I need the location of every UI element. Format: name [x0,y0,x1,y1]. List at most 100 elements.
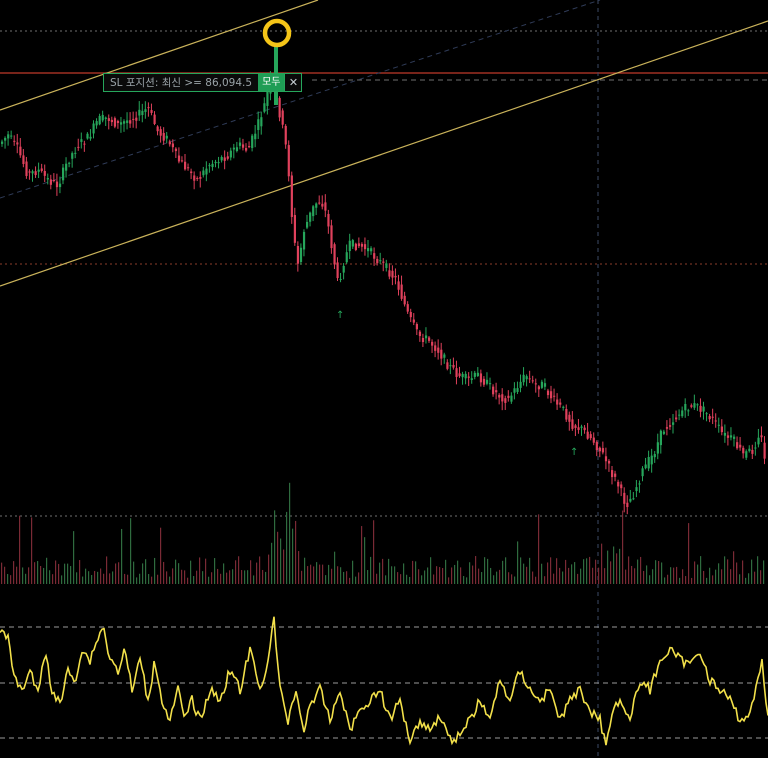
candle-body [217,162,220,164]
candle-body [184,161,187,170]
volume-bar [46,557,48,584]
volume-bar [331,568,333,584]
volume-bar [334,551,336,584]
volume-bar [217,568,219,584]
volume-bar [298,551,300,584]
volume-bar [364,537,366,584]
candle-body [327,213,330,227]
candle-body [74,152,77,154]
candle-body [638,483,641,485]
highlight-ring-icon[interactable] [262,18,292,48]
volume-bar [736,562,738,584]
volume-bar [61,575,63,584]
candle-body [550,391,553,399]
volume-bar [118,562,120,584]
candle-body [196,178,199,180]
volume-bar [655,560,657,584]
candle-body [690,405,693,407]
volume-bar [292,528,294,584]
volume-bar [319,564,321,584]
close-all-button[interactable]: 모두 [258,74,285,91]
candle-body [559,402,562,405]
volume-bar [49,570,51,584]
volume-bar [163,561,165,584]
volume-bar [130,518,132,584]
volume-bar [268,554,270,584]
candle-body [537,386,540,390]
candle-body [553,395,556,397]
volume-bar [64,563,66,584]
volume-bar [643,570,645,584]
candle-body [650,455,653,465]
candle-body [440,349,443,359]
candle-body [95,121,98,126]
candle-body [281,110,284,125]
volume-bar [55,560,57,584]
candle-body [659,430,662,446]
volume-bar [577,573,579,584]
candle-body [568,414,571,422]
volume-bar [250,560,252,584]
volume-bar [31,517,33,584]
volume-bar [568,567,570,584]
volume-bar [724,556,726,584]
volume-bar [763,560,765,584]
trend-channel-lower[interactable] [0,20,768,287]
volume-bar [733,551,735,584]
volume-bar [352,560,354,584]
trend-channel-upper[interactable] [0,0,319,111]
candle-body [403,295,406,305]
volume-bar [439,567,441,584]
volume-bar [715,569,717,584]
candle-body [754,447,757,449]
volume-bar [22,567,24,584]
volume-bar [226,572,228,584]
volume-bar [649,575,651,584]
candle-body [19,146,22,156]
candle-body [519,381,522,388]
candle-body [739,444,742,448]
volume-bar [574,562,576,584]
candle-body [742,447,745,454]
volume-bar [337,566,339,584]
candle-body [336,262,339,279]
volume-bar [526,566,528,584]
candle-body [351,240,354,247]
candle-body [89,136,92,139]
volume-bar [727,559,729,584]
volume-bar [388,558,390,584]
volume-bar [28,567,30,584]
volume-bar [634,568,636,584]
volume-bar [397,572,399,584]
candle-body [55,181,59,188]
volume-bar [286,511,288,584]
volume-bar [346,571,348,584]
volume-bar [421,575,423,584]
candle-body [110,119,113,123]
volume-bar [1,562,3,584]
volume-bar [301,570,303,584]
stop-loss-order-label[interactable]: SL 포지션: 최신 >= 86,094.5 모두 ✕ [103,73,303,92]
candle-body [141,110,144,116]
volume-bars [1,482,765,584]
candle-body [534,383,537,385]
volume-bar [457,560,459,584]
volume-bar [475,556,477,584]
volume-bar [127,574,129,584]
volume-bar [205,558,207,584]
candle-body [711,416,714,418]
volume-bar [565,559,567,584]
candle-body [193,175,196,181]
volume-bar [358,572,360,584]
volume-bar [583,559,585,584]
close-icon[interactable]: ✕ [284,74,301,91]
candle-body [92,123,95,134]
volume-bar [109,573,111,584]
volume-bar [412,560,414,584]
candle-body [428,337,431,341]
candle-body [479,373,483,383]
candle-body [324,202,327,211]
volume-bar [709,567,711,584]
